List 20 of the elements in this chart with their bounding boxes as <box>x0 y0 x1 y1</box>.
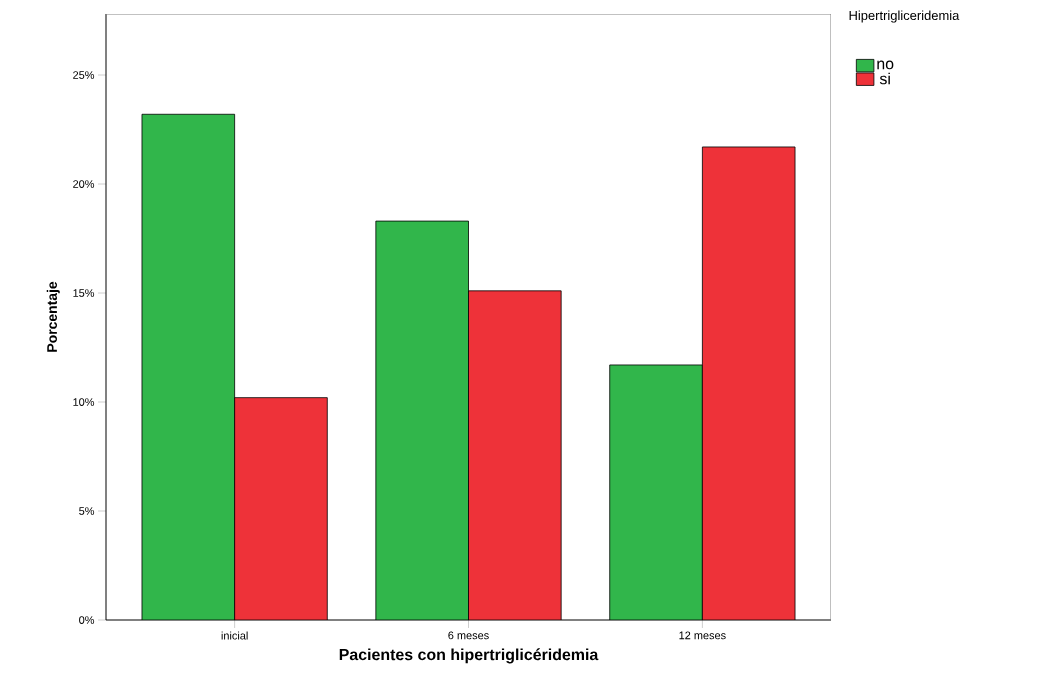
bar <box>701 146 796 620</box>
legend-label: si <box>879 72 890 85</box>
bar <box>468 290 562 620</box>
bar <box>234 397 328 620</box>
legend-label: no <box>877 60 894 70</box>
bar <box>375 221 469 620</box>
x-tick-label: 12 meses <box>679 631 726 640</box>
x-axis-title: Pacientes con hipertriglicéridemia <box>339 648 599 664</box>
bar <box>609 364 703 620</box>
y-tick-label: 0% <box>79 616 95 624</box>
x-tick-label: 6 meses <box>448 631 489 640</box>
y-tick-label: 20% <box>73 180 95 188</box>
y-tick-label: 25% <box>73 71 95 79</box>
x-tick-label: inicial <box>221 631 248 640</box>
y-tick-label: 15% <box>73 289 95 297</box>
legend-title: Hipertrigliceridemia <box>849 10 960 23</box>
y-axis-title: Porcentaje <box>46 281 60 352</box>
y-tick-label: 5% <box>79 507 95 515</box>
y-tick-label: 10% <box>73 398 95 406</box>
bar <box>141 114 235 620</box>
